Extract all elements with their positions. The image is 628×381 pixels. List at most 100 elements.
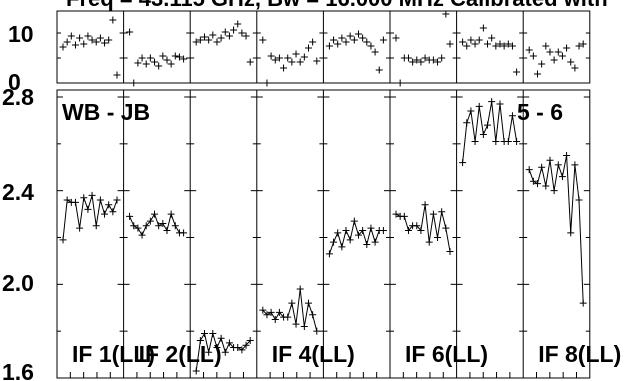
amplitude-point	[76, 224, 84, 232]
weight-point	[546, 48, 554, 56]
amplitude-point	[275, 308, 283, 316]
amplitude-point	[579, 299, 587, 307]
amplitude-point	[304, 299, 312, 307]
weight-point	[105, 36, 113, 44]
weight-point	[571, 64, 579, 72]
panel-label-if2: IF 2(LL)	[139, 341, 222, 367]
amplitude-point	[192, 367, 200, 375]
amplitude-point	[84, 205, 92, 213]
amplitude-point	[371, 238, 379, 246]
weight-point	[429, 56, 437, 64]
weight-point	[392, 34, 400, 42]
amplitude-point	[92, 222, 100, 230]
weight-point	[309, 38, 317, 46]
amplitude-point	[59, 236, 67, 244]
amplitude-point	[263, 311, 271, 319]
amplitude-point	[167, 210, 175, 218]
weight-point	[238, 29, 246, 37]
amplitude-point	[126, 212, 134, 220]
weight-point	[463, 42, 471, 50]
weight-point	[259, 36, 267, 44]
weight-point	[88, 36, 96, 44]
amplitude-point	[434, 234, 442, 241]
amplitude-point	[242, 341, 250, 349]
amplitude-point	[542, 182, 550, 190]
weight-point	[479, 24, 487, 32]
weight-point	[363, 38, 371, 46]
weight-point	[109, 16, 117, 24]
weight-point	[134, 59, 142, 67]
amplitude-line	[395, 204, 451, 252]
weight-point	[563, 44, 571, 52]
amplitude-tick-label: 1.6	[2, 359, 34, 381]
amplitude-point	[492, 137, 500, 145]
amplitude-point	[479, 130, 487, 138]
weight-point	[180, 55, 188, 63]
weight-point	[76, 34, 84, 42]
weight-point	[334, 40, 342, 48]
amplitude-tick-label: 2.8	[2, 84, 34, 110]
amplitude-point	[442, 224, 450, 232]
amplitude-point	[413, 222, 421, 230]
amplitude-point	[296, 285, 304, 293]
weight-point	[171, 52, 179, 60]
weight-point	[175, 53, 183, 61]
weight-point	[292, 50, 300, 58]
amplitude-point	[475, 102, 483, 110]
amplitude-point	[463, 119, 471, 127]
weight-point	[142, 60, 150, 68]
panel-label-if6: IF 6(LL)	[405, 341, 488, 367]
weight-point	[234, 20, 242, 28]
weight-point	[63, 38, 71, 46]
weight-point	[542, 42, 550, 50]
amplitude-point	[558, 173, 566, 181]
weight-point	[313, 57, 321, 65]
weight-point	[471, 40, 479, 48]
weight-point	[221, 28, 229, 36]
weight-point	[492, 42, 500, 50]
amplitude-point	[404, 226, 412, 234]
amplitude-point	[300, 322, 308, 330]
amplitude-point	[151, 210, 159, 218]
weight-point	[242, 32, 250, 40]
amplitude-point	[359, 226, 367, 234]
plot-marks	[56, 10, 591, 379]
weight-point	[404, 54, 412, 62]
amplitude-point	[379, 226, 387, 234]
amplitude-point	[459, 159, 467, 167]
weight-point	[500, 42, 508, 50]
amplitude-point	[563, 152, 571, 160]
weight-point	[417, 58, 425, 66]
amplitude-point	[284, 313, 292, 321]
weight-point	[538, 60, 546, 68]
weight-point	[409, 58, 417, 66]
amplitude-point	[113, 196, 121, 204]
amplitude-point	[334, 229, 342, 237]
weight-point	[529, 52, 537, 60]
weight-point	[367, 42, 375, 50]
amplitude-point	[267, 308, 275, 316]
weight-point	[67, 32, 75, 40]
amplitude-point	[546, 156, 554, 164]
weight-point	[446, 40, 454, 48]
amplitude-point	[425, 238, 433, 246]
weight-point	[59, 43, 67, 51]
weight-point	[130, 79, 138, 87]
amplitude-point	[205, 348, 213, 356]
amplitude-point	[575, 196, 583, 204]
weight-point	[342, 38, 350, 46]
panel-label-if1: IF 1(LL)	[72, 341, 155, 367]
weight-point	[84, 32, 92, 40]
amplitude-point	[238, 346, 246, 354]
weight-point	[554, 48, 562, 56]
weight-point	[467, 36, 475, 44]
amplitude-point	[163, 226, 171, 234]
weight-point	[338, 34, 346, 42]
weight-point	[558, 52, 566, 60]
weight-point	[284, 54, 292, 62]
weight-point	[146, 54, 154, 62]
weight-point	[575, 42, 583, 50]
weight-point	[138, 54, 146, 62]
weight-point	[280, 64, 288, 72]
